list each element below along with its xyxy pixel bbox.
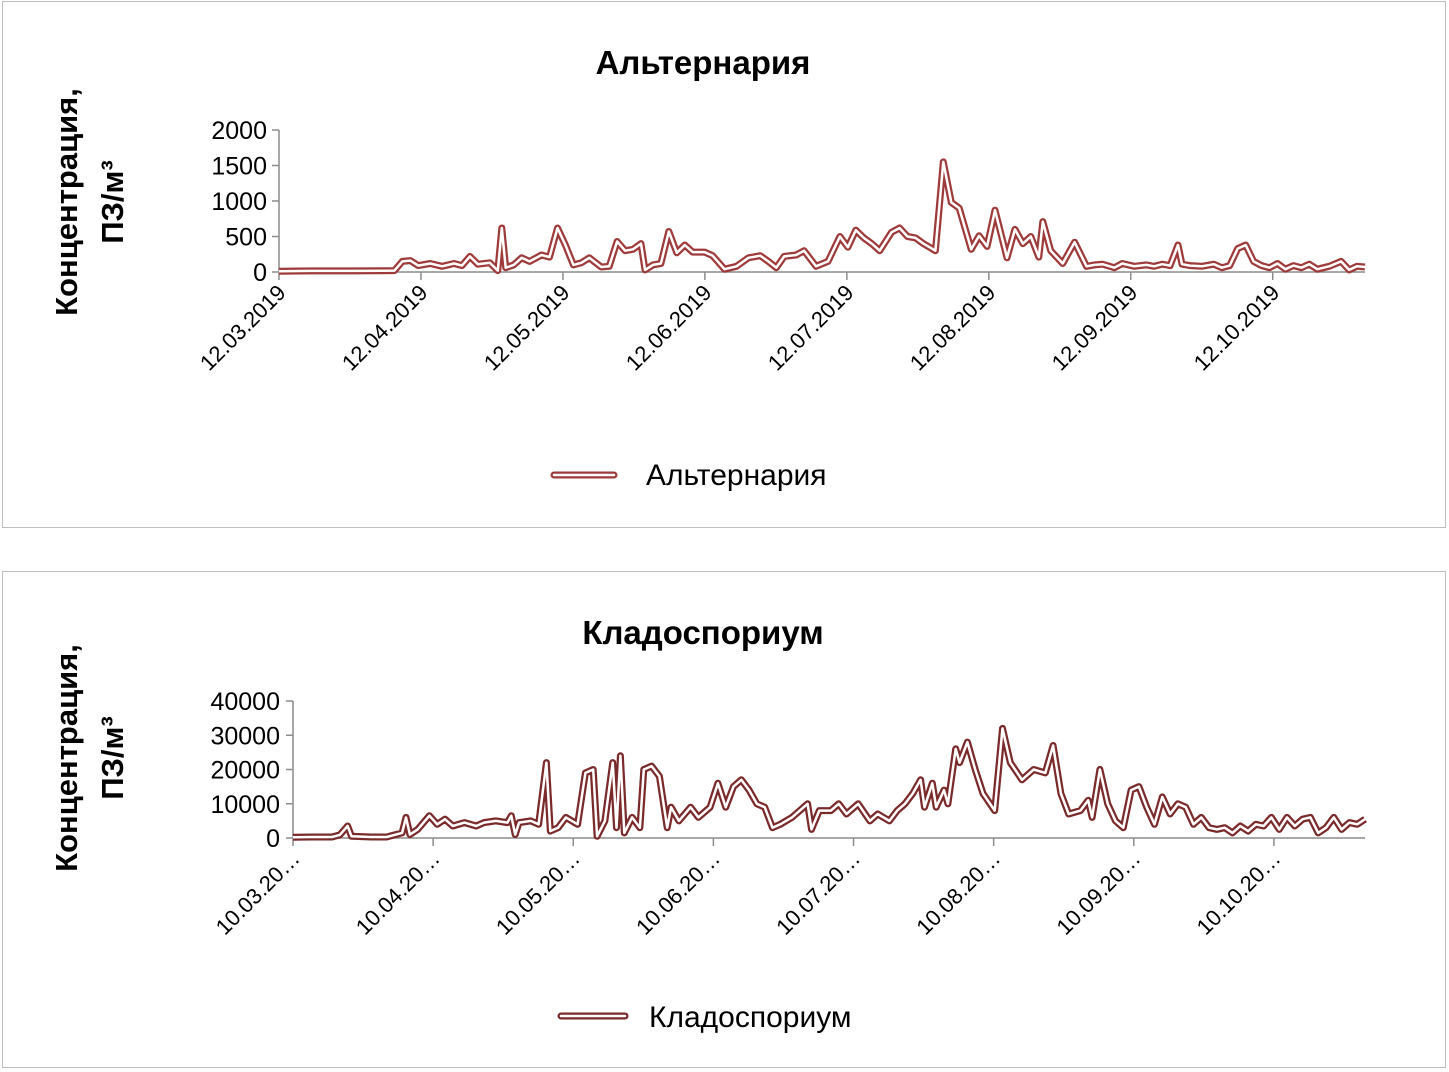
chart-panel-alternaria: Альтернария Концентрация, ПЗ/м³ 0 500 1000 150… [2, 1, 1446, 528]
legend-label: Кладоспориум [649, 1001, 852, 1034]
x-tick-label: 10.04.20… [351, 846, 445, 940]
series-line-inner [278, 160, 1366, 273]
chart-title: Кладоспориум [582, 614, 823, 651]
y-tick-label: 20000 [210, 757, 280, 785]
chart-panel-cladosporium: Кладоспориум Концентрация, ПЗ/м³ 0 10000 2000… [2, 571, 1446, 1068]
legend: Кладоспориум [557, 1001, 852, 1034]
x-tick-label: 10.05.20… [491, 846, 585, 940]
x-tick-label: 10.06.20… [631, 846, 725, 940]
y-tick-label: 0 [266, 825, 280, 853]
y-axis-label-line2: ПЗ/м³ [95, 716, 130, 800]
chart-alternaria-svg: Альтернария Концентрация, ПЗ/м³ 0 500 1000 150… [49, 44, 1366, 492]
y-axis-label: Концентрация, ПЗ/м³ [49, 88, 130, 316]
series-line-inner [292, 727, 1366, 839]
x-tick-label: 10.09.20… [1052, 846, 1146, 940]
y-tick-label: 2000 [211, 117, 267, 145]
y-axis-label-line1: Концентрация, [49, 644, 84, 872]
y-tick-label: 10000 [210, 791, 280, 819]
y-tick-label: 30000 [210, 722, 280, 750]
y-tick-label: 40000 [210, 688, 280, 716]
legend: Альтернария [550, 459, 827, 492]
x-tick-label: 12.10.2019 [1189, 280, 1285, 376]
y-axis-label-line1: Концентрация, [49, 88, 84, 316]
x-tick-label: 10.10.20… [1192, 846, 1286, 940]
y-axis-label-line2: ПЗ/м³ [95, 160, 130, 244]
x-tick-label: 12.09.2019 [1047, 280, 1143, 376]
y-tick-label: 500 [225, 224, 267, 252]
y-tick-label: 1500 [211, 153, 267, 181]
y-axis-label: Концентрация, ПЗ/м³ [49, 644, 130, 872]
x-tick-label: 10.07.20… [771, 846, 865, 940]
x-tick-label: 10.08.20… [911, 846, 1005, 940]
chart-cladosporium-svg: Кладоспориум Концентрация, ПЗ/м³ 0 10000 2000… [49, 614, 1367, 1034]
series-line-outer [278, 158, 1366, 275]
chart-title: Альтернария [596, 44, 811, 81]
y-tick-label: 1000 [211, 188, 267, 216]
legend-label: Альтернария [646, 459, 827, 492]
x-tick-label: 12.05.2019 [479, 280, 575, 376]
x-tick-label: 12.03.2019 [195, 280, 291, 376]
x-tick-label: 12.07.2019 [763, 280, 859, 376]
x-tick-label: 12.04.2019 [337, 280, 433, 376]
x-tick-label: 10.03.20… [211, 846, 305, 940]
y-tick-label: 0 [253, 259, 267, 287]
x-tick-label: 12.06.2019 [621, 280, 717, 376]
x-tick-label: 12.08.2019 [905, 280, 1001, 376]
